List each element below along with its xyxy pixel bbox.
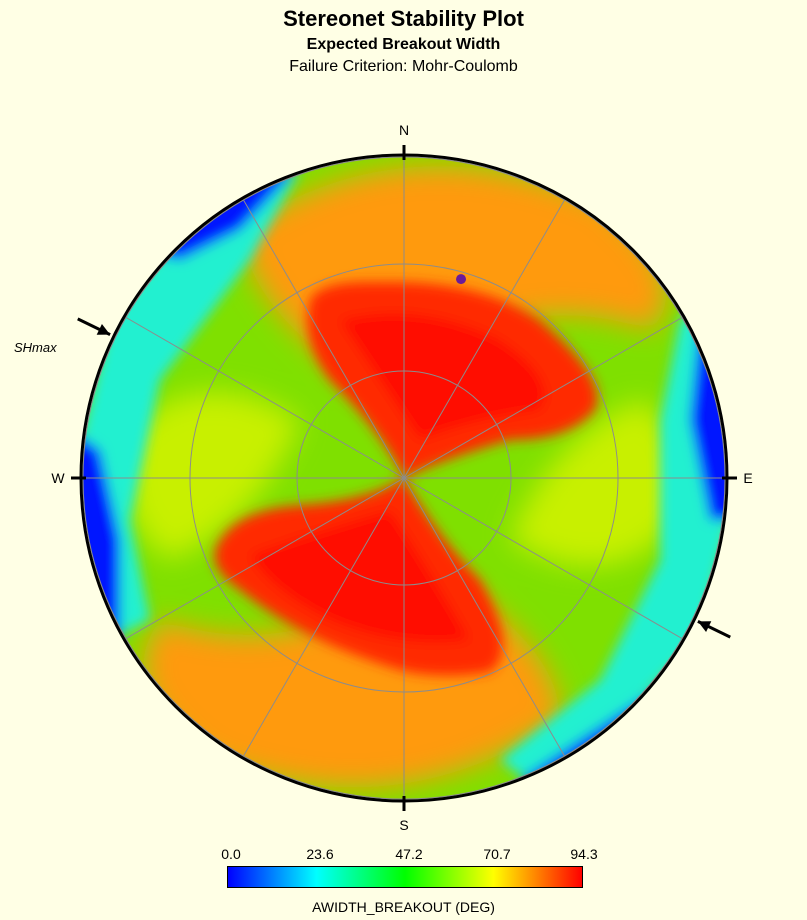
- compass-ticks: [71, 145, 737, 811]
- colorbar-tick-3: 70.7: [483, 846, 511, 862]
- colorbar-title: AWIDTH_BREAKOUT (DEG): [312, 899, 495, 915]
- grid-spoke-2: [403, 317, 683, 479]
- colorbar-tick-1: 23.6: [306, 846, 334, 862]
- colorbar-tick-2: 47.2: [395, 846, 423, 862]
- grid-spoke-1: [403, 199, 565, 479]
- shmax-arrow-head-1: [697, 621, 712, 633]
- failure-criterion: Failure Criterion: Mohr-Coulomb: [289, 58, 518, 75]
- east-label: E: [743, 470, 752, 486]
- shmax-label: SHmax: [14, 340, 57, 355]
- grid-spoke-10: [125, 317, 405, 479]
- shmax-arrows: [77, 317, 731, 639]
- grid-spoke-7: [243, 477, 405, 757]
- north-label: N: [399, 122, 409, 138]
- grid-spoke-8: [125, 477, 405, 639]
- west-label: W: [51, 470, 65, 486]
- grid-spoke-5: [403, 477, 565, 757]
- grid-spoke-11: [243, 199, 405, 479]
- highlighted-orientation-point: [456, 274, 467, 285]
- grid-spoke-4: [403, 477, 683, 639]
- colorbar: [227, 866, 583, 888]
- shmax-arrow-head-0: [96, 323, 111, 335]
- south-label: S: [399, 817, 408, 833]
- colorbar-tick-4: 94.3: [570, 846, 598, 862]
- chart-subtitle: Expected Breakout Width: [306, 36, 501, 53]
- colorbar-tick-0: 0.0: [221, 846, 241, 862]
- chart-title: Stereonet Stability Plot: [283, 6, 524, 31]
